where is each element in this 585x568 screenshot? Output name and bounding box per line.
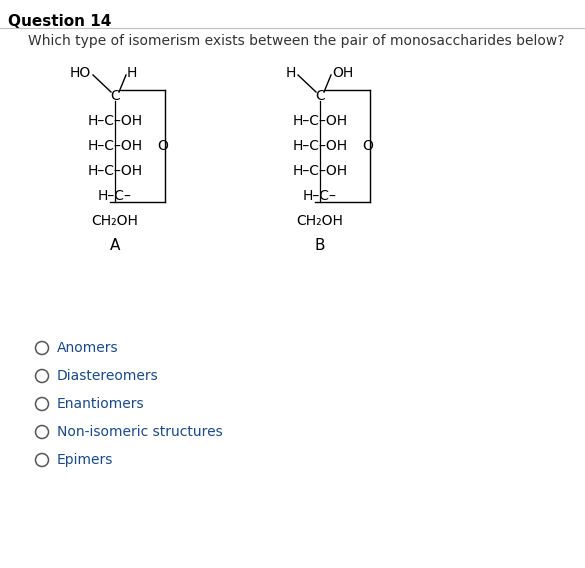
Text: H–C–: H–C– (303, 189, 337, 203)
Text: H–C–: H–C– (98, 189, 132, 203)
Circle shape (36, 341, 49, 354)
Text: O: O (157, 139, 168, 153)
Text: HO: HO (70, 66, 91, 80)
Text: CH₂OH: CH₂OH (297, 214, 343, 228)
Text: H: H (285, 66, 296, 80)
Text: OH: OH (332, 66, 353, 80)
Circle shape (36, 370, 49, 382)
Text: Non-isomeric structures: Non-isomeric structures (57, 425, 223, 439)
Circle shape (36, 453, 49, 466)
Text: C: C (315, 89, 325, 103)
Circle shape (36, 425, 49, 438)
Text: H–C–OH: H–C–OH (292, 164, 347, 178)
Text: A: A (110, 239, 120, 253)
Text: H–C–OH: H–C–OH (292, 114, 347, 128)
Text: Which type of isomerism exists between the pair of monosaccharides below?: Which type of isomerism exists between t… (28, 34, 565, 48)
Text: H: H (127, 66, 137, 80)
Text: H–C–OH: H–C–OH (87, 114, 143, 128)
Text: Diastereomers: Diastereomers (57, 369, 159, 383)
Text: Epimers: Epimers (57, 453, 113, 467)
Text: CH₂OH: CH₂OH (92, 214, 139, 228)
Text: C: C (110, 89, 120, 103)
Text: Enantiomers: Enantiomers (57, 397, 144, 411)
Circle shape (36, 398, 49, 411)
Text: H–C–OH: H–C–OH (87, 139, 143, 153)
Text: Anomers: Anomers (57, 341, 119, 355)
Text: H–C–OH: H–C–OH (292, 139, 347, 153)
Text: O: O (362, 139, 373, 153)
Text: H–C–OH: H–C–OH (87, 164, 143, 178)
Text: Question 14: Question 14 (8, 14, 111, 29)
Text: B: B (315, 239, 325, 253)
